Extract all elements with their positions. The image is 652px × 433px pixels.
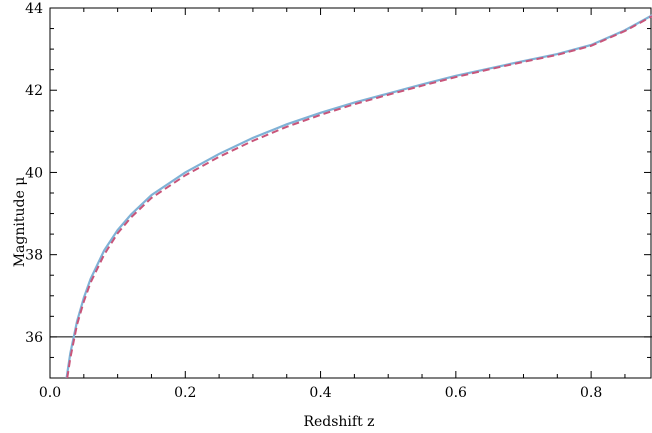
- x-tick-label: 0.2: [174, 385, 196, 401]
- y-tick-label: 38: [25, 248, 43, 264]
- y-tick-label: 42: [25, 83, 43, 99]
- series-line-dashed: [66, 15, 652, 378]
- x-tick-label: 0.0: [39, 385, 61, 401]
- x-axis-label: Redshift z: [303, 414, 374, 430]
- plot-frame: [49, 7, 652, 379]
- axis-ticks: [49, 7, 651, 379]
- y-tick-label: 40: [25, 165, 43, 181]
- y-tick-label: 36: [25, 330, 43, 346]
- x-tick-label: 0.8: [580, 385, 602, 401]
- y-tick-label: 44: [25, 1, 43, 17]
- x-tick-label: 0.4: [309, 385, 331, 401]
- y-axis-label: Magnitude μ: [12, 177, 28, 268]
- x-tick-label: 0.6: [445, 385, 467, 401]
- series-line-solid: [65, 14, 652, 378]
- plot-area: [49, 7, 652, 379]
- tick-labels: 0.0 0.2 0.4 0.6 0.8 36 38 40 42 44: [25, 1, 602, 401]
